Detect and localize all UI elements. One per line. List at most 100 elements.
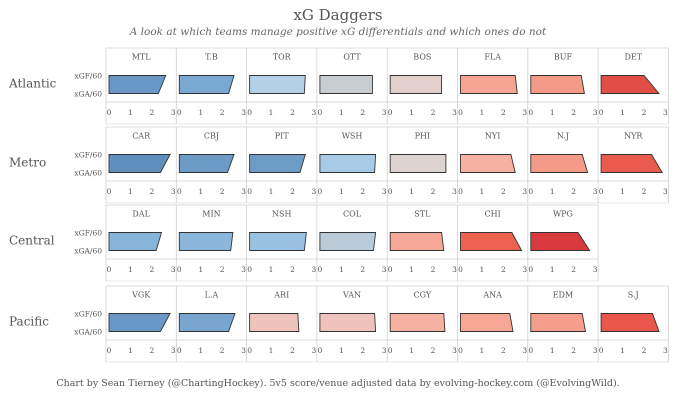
x-tick-label: 3 — [382, 108, 387, 117]
dagger-nsh — [249, 232, 307, 251]
x-tick-label: 3 — [171, 108, 176, 117]
chart-title: xG Daggers — [293, 6, 383, 24]
x-tick-label: 1 — [269, 265, 274, 274]
team-label-buf: BUF — [554, 53, 573, 62]
x-tick-label: 0 — [528, 265, 533, 274]
dagger-mtl — [108, 75, 167, 94]
x-tick-label: 0 — [458, 187, 463, 196]
x-tick-label: 0 — [177, 108, 182, 117]
x-tick-label: 3 — [171, 265, 176, 274]
y-label-xgf: xGF/60 — [75, 229, 103, 238]
x-tick-label: 0 — [177, 346, 182, 355]
dagger-edm — [530, 313, 587, 332]
dagger-buf — [530, 75, 585, 94]
division-label-central: Central — [9, 234, 55, 248]
x-tick-label: 1 — [550, 265, 555, 274]
x-tick-label: 1 — [480, 108, 485, 117]
x-tick-label: 1 — [409, 108, 414, 117]
y-label-xgf: xGF/60 — [75, 72, 103, 81]
x-tick-label: 1 — [550, 187, 555, 196]
x-tick-label: 0 — [388, 187, 393, 196]
x-tick-label: 1 — [269, 187, 274, 196]
dagger-tor — [249, 75, 306, 94]
dagger-vgk — [108, 313, 171, 332]
y-label-xga: xGA/60 — [74, 328, 102, 337]
x-tick-label: 0 — [247, 187, 252, 196]
team-label-phi: PHI — [415, 132, 431, 141]
x-tick-label: 3 — [452, 187, 457, 196]
x-tick-label: 3 — [663, 346, 668, 355]
dagger-col — [319, 232, 377, 251]
x-tick-label: 3 — [593, 108, 598, 117]
x-tick-label: 2 — [501, 108, 506, 117]
x-tick-label: 3 — [452, 265, 457, 274]
x-tick-label: 0 — [107, 346, 112, 355]
x-tick-label: 2 — [431, 187, 436, 196]
x-tick-label: 1 — [620, 108, 625, 117]
x-tick-label: 2 — [431, 346, 436, 355]
team-label-sj: S.J — [628, 291, 639, 300]
team-label-ari: ARI — [273, 291, 289, 300]
team-label-ana: ANA — [482, 291, 502, 300]
x-tick-label: 1 — [128, 187, 133, 196]
x-tick-label: 1 — [480, 346, 485, 355]
team-label-la: L.A — [205, 291, 219, 300]
team-label-pit: PIT — [275, 132, 290, 141]
x-tick-label: 2 — [642, 108, 647, 117]
x-tick-label: 1 — [339, 108, 344, 117]
x-tick-label: 0 — [247, 108, 252, 117]
x-tick-label: 0 — [388, 265, 393, 274]
x-tick-label: 1 — [620, 346, 625, 355]
x-tick-label: 2 — [431, 108, 436, 117]
x-tick-label: 0 — [528, 346, 533, 355]
dagger-stl — [389, 232, 445, 251]
x-tick-label: 3 — [452, 108, 457, 117]
x-tick-label: 2 — [571, 187, 576, 196]
x-tick-label: 3 — [241, 187, 246, 196]
team-label-nyi: NYI — [485, 132, 500, 141]
x-tick-label: 3 — [522, 187, 527, 196]
dagger-det — [600, 75, 660, 94]
x-tick-label: 3 — [382, 265, 387, 274]
dagger-tb — [178, 75, 235, 94]
x-tick-label: 2 — [290, 346, 295, 355]
dagger-la — [178, 313, 236, 332]
team-label-stl: STL — [414, 210, 431, 219]
x-tick-label: 2 — [360, 265, 365, 274]
x-tick-label: 1 — [269, 108, 274, 117]
x-tick-label: 3 — [452, 346, 457, 355]
x-tick-label: 1 — [198, 346, 203, 355]
team-label-bos: BOS — [413, 53, 431, 62]
x-tick-label: 0 — [599, 346, 604, 355]
x-tick-label: 0 — [528, 187, 533, 196]
x-tick-label: 2 — [220, 187, 225, 196]
x-tick-label: 2 — [149, 265, 154, 274]
x-tick-label: 3 — [312, 346, 317, 355]
x-tick-label: 0 — [528, 108, 533, 117]
team-label-nsh: NSH — [272, 210, 291, 219]
dagger-nj — [530, 154, 589, 173]
x-tick-label: 3 — [241, 265, 246, 274]
x-tick-label: 1 — [198, 265, 203, 274]
x-tick-label: 1 — [128, 346, 133, 355]
team-label-fla: FLA — [484, 53, 501, 62]
x-tick-label: 3 — [171, 187, 176, 196]
x-tick-label: 1 — [620, 187, 625, 196]
x-tick-label: 0 — [599, 108, 604, 117]
dagger-chi — [460, 232, 523, 251]
x-tick-label: 3 — [663, 108, 668, 117]
dagger-ari — [249, 313, 300, 332]
y-label-xga: xGA/60 — [74, 247, 102, 256]
x-tick-label: 3 — [593, 187, 598, 196]
x-tick-label: 3 — [312, 187, 317, 196]
division-label-atlantic: Atlantic — [8, 77, 57, 91]
x-tick-label: 3 — [312, 108, 317, 117]
x-tick-label: 2 — [149, 346, 154, 355]
dagger-bos — [389, 75, 443, 94]
x-tick-label: 3 — [593, 265, 598, 274]
x-tick-label: 0 — [599, 187, 604, 196]
x-tick-label: 2 — [360, 108, 365, 117]
x-tick-label: 2 — [290, 108, 295, 117]
y-label-xga: xGA/60 — [74, 169, 102, 178]
x-tick-label: 2 — [290, 187, 295, 196]
